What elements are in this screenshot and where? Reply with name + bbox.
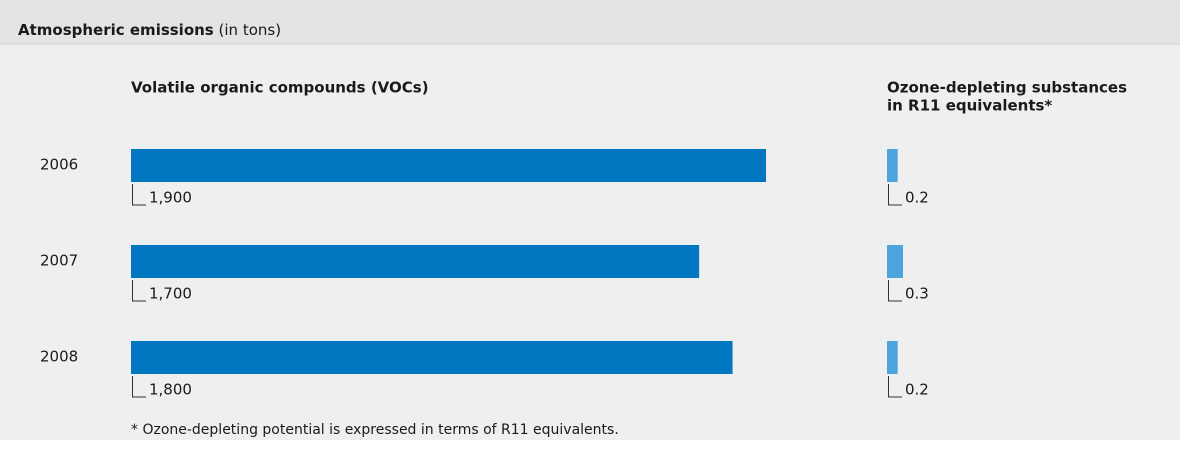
category-label: 2006: [40, 156, 78, 174]
label-bracket: [888, 376, 902, 398]
chart-title: Volatile organic compounds (VOCs): [131, 79, 429, 97]
header-title: Atmospheric emissions (in tons): [18, 21, 281, 39]
value-label: 0.2: [905, 189, 929, 207]
category-label: 2008: [40, 348, 78, 366]
label-bracket: [132, 280, 146, 302]
title-note: (in tons): [219, 21, 282, 39]
value-label: 1,700: [149, 285, 192, 303]
bar: [131, 341, 733, 374]
bar: [131, 149, 766, 182]
header: [0, 0, 1180, 44]
title: Atmospheric emissions: [18, 21, 214, 39]
bar: [887, 245, 903, 278]
label-bracket: [132, 184, 146, 206]
bar: [131, 245, 700, 278]
value-label: 0.3: [905, 285, 929, 303]
category-label: 2007: [40, 252, 78, 270]
chart-title: in R11 equivalents*: [887, 97, 1052, 115]
bar: [887, 149, 898, 182]
value-label: 1,900: [149, 189, 192, 207]
chart-title: Ozone-depleting substances: [887, 79, 1127, 97]
label-bracket: [888, 184, 902, 206]
value-label: 0.2: [905, 381, 929, 399]
label-bracket: [132, 376, 146, 398]
value-label: 1,800: [149, 381, 192, 399]
footnote: * Ozone-depleting potential is expressed…: [131, 422, 619, 438]
bar: [887, 341, 898, 374]
label-bracket: [888, 280, 902, 302]
